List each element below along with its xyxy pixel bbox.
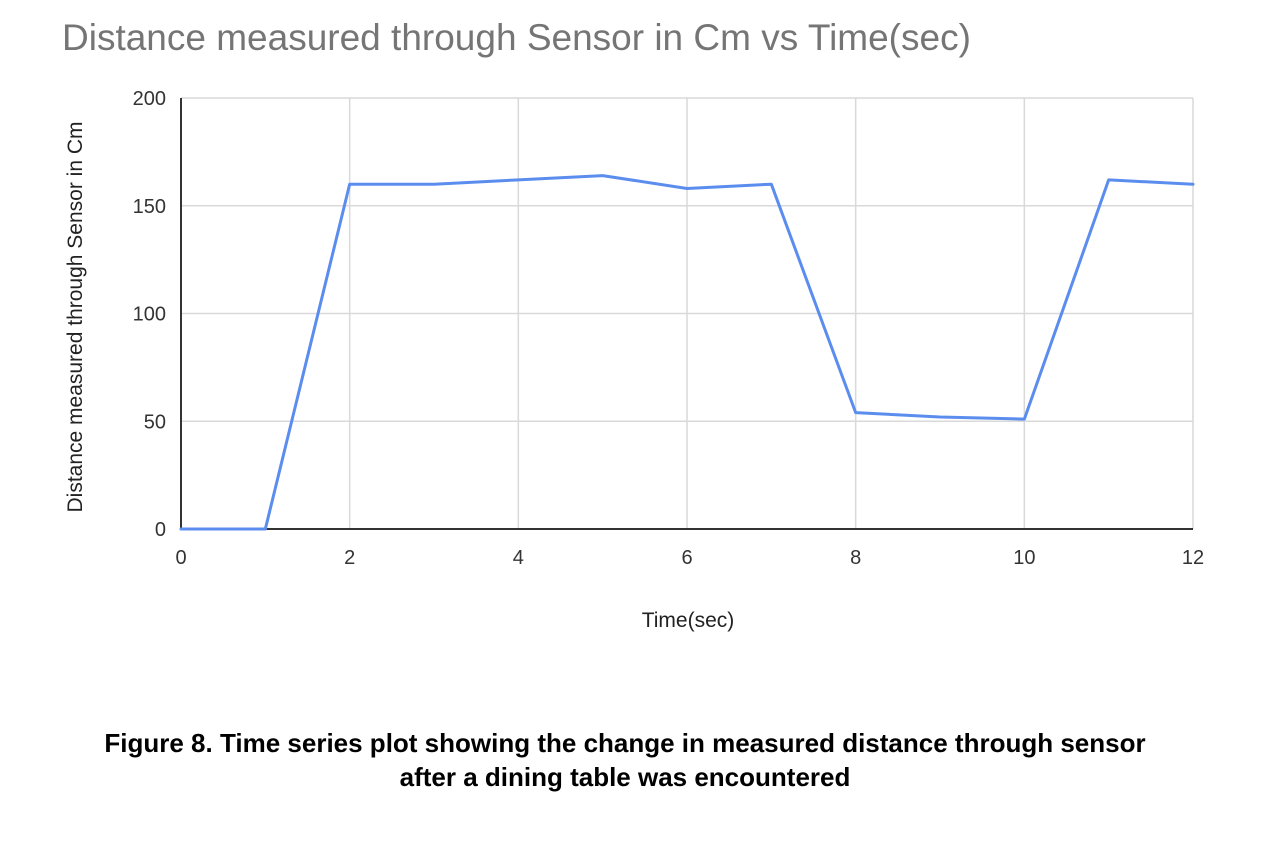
x-tick-label: 4: [513, 547, 524, 569]
series-line: [179, 174, 1195, 531]
line-chart: Distance measured through Sensor in Cm v…: [62, 17, 1204, 632]
gridlines: [181, 97, 1194, 529]
caption-line-1: Figure 8. Time series plot showing the c…: [104, 728, 1146, 758]
caption-line-2: after a dining table was encountered: [399, 762, 851, 792]
x-axis-ticks: 0 2 4 6 8 10 12: [175, 547, 1204, 569]
y-tick-label: 150: [133, 196, 166, 218]
y-axis-label: Distance measured through Sensor in Cm: [64, 121, 87, 512]
axes: [180, 98, 1193, 530]
y-axis-ticks: 0 50 100 150 200: [133, 88, 166, 541]
chart-title: Distance measured through Sensor in Cm v…: [62, 17, 971, 58]
y-tick-label: 0: [155, 519, 166, 541]
y-tick-label: 100: [133, 304, 166, 326]
y-tick-label: 50: [144, 411, 166, 433]
series: [179, 174, 1195, 531]
x-tick-label: 0: [175, 547, 186, 569]
x-tick-label: 12: [1182, 547, 1204, 569]
y-tick-label: 200: [133, 88, 166, 110]
x-tick-label: 8: [850, 547, 861, 569]
x-axis-label: Time(sec): [642, 609, 735, 632]
x-tick-label: 6: [681, 547, 692, 569]
x-tick-label: 2: [344, 547, 355, 569]
x-tick-label: 10: [1013, 547, 1035, 569]
figure-caption: Figure 8. Time series plot showing the c…: [0, 726, 1250, 794]
